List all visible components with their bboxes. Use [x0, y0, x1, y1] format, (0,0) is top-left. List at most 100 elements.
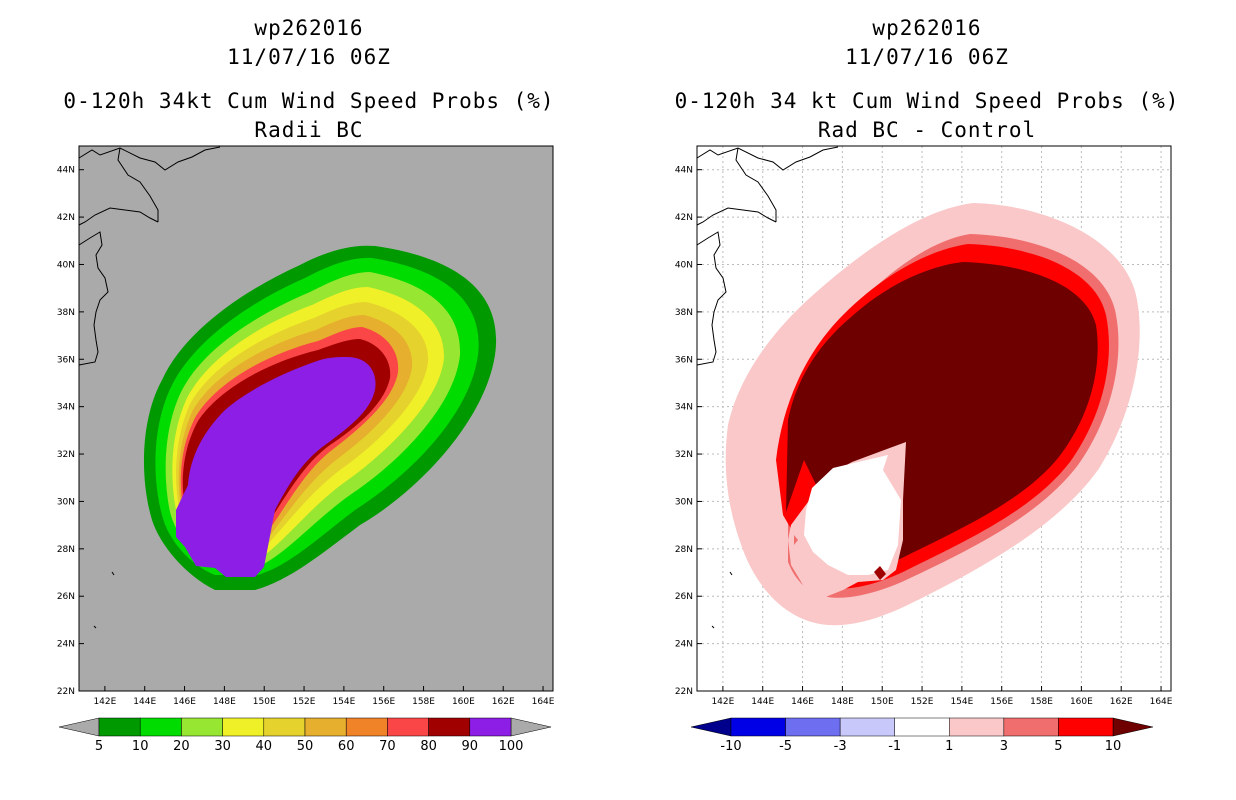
colorbar-above-arrow: [510, 717, 552, 737]
lat-label: 36N: [675, 355, 693, 365]
datetime: 11/07/16 06Z: [845, 45, 1009, 69]
colorbar-below-arrow: [690, 717, 732, 737]
lat-label: 40N: [57, 260, 75, 270]
colorbar-label: -3: [834, 739, 847, 754]
colorbar-swatch: [839, 717, 895, 737]
lon-label: 146E: [791, 697, 814, 707]
lon-label: 162E: [492, 697, 515, 707]
colorbar-swatch: [263, 717, 306, 737]
product-title: 0-120h 34kt Cum Wind Speed Probs (%): [63, 89, 555, 113]
lat-label: 30N: [675, 497, 693, 507]
map-frame: [696, 145, 1172, 692]
colorbar-label: 10: [132, 739, 149, 754]
left-panel: wp262016 11/07/16 06Z 0-120h 34kt Cum Wi…: [57, 16, 555, 754]
colorbar-swatch: [949, 717, 1005, 737]
colorbar: -10 -5 -3 -1 1 3 5 10: [690, 717, 1154, 754]
lat-label: 22N: [57, 687, 75, 697]
colorbar-below-arrow: [58, 717, 100, 737]
colorbar-label: -10: [720, 739, 741, 754]
lon-label: 148E: [213, 697, 236, 707]
colorbar-swatch: [1003, 717, 1059, 737]
lat-label: 26N: [675, 592, 693, 602]
colorbar-label: 40: [256, 739, 273, 754]
lat-label: 32N: [57, 450, 75, 460]
colorbar-label: 10: [1105, 739, 1122, 754]
lat-label: 44N: [57, 166, 75, 176]
lon-label: 142E: [711, 697, 734, 707]
subtitle: Radii BC: [254, 118, 364, 142]
colorbar-swatch: [387, 717, 429, 737]
colorbar-label: 5: [1054, 739, 1062, 754]
datetime: 11/07/16 06Z: [227, 45, 391, 69]
colorbar-label: 60: [338, 739, 355, 754]
colorbar-swatch: [181, 717, 223, 737]
lat-label: 28N: [57, 545, 75, 555]
axis-labels: 44N 42N 40N 38N 36N 34N 32N 30N 28N 26N 24N 22N 142E…: [675, 166, 1173, 707]
lon-label: 164E: [1150, 697, 1173, 707]
right-panel: wp262016 11/07/16 06Z 0-120h 34 kt Cum W…: [618, 0, 1236, 800]
lat-label: 38N: [57, 308, 75, 318]
map-frame: [78, 145, 554, 692]
lat-label: 30N: [57, 497, 75, 507]
coastline: [78, 146, 221, 629]
lon-label: 164E: [532, 697, 555, 707]
lon-label: 152E: [293, 697, 316, 707]
lat-label: 44N: [675, 166, 693, 176]
colorbar-label: 100: [499, 739, 524, 754]
colorbar-label: 90: [462, 739, 479, 754]
colorbar-swatch: [469, 717, 512, 737]
lat-label: 24N: [675, 640, 693, 650]
lon-label: 150E: [871, 697, 894, 707]
map-svg: 44N 42N 40N 38N 36N 34N 32N 30N 28N 26N 24N 22N 142E…: [57, 145, 555, 754]
lon-label: 160E: [452, 697, 475, 707]
storm-id: wp262016: [254, 16, 364, 40]
lat-label: 28N: [675, 545, 693, 555]
colorbar-label: 3: [1000, 739, 1008, 754]
colorbar-label: 1: [945, 739, 953, 754]
colorbar-above-arrow: [1112, 717, 1154, 737]
colorbar-swatch: [345, 717, 388, 737]
colorbar-label: -1: [888, 739, 901, 754]
lat-label: 36N: [57, 355, 75, 365]
lon-label: 162E: [1110, 697, 1133, 707]
colorbar-label: 20: [173, 739, 190, 754]
colorbar-label: -5: [779, 739, 792, 754]
lat-label: 34N: [57, 403, 75, 413]
lat-label: 40N: [675, 260, 693, 270]
lon-label: 144E: [133, 697, 156, 707]
colorbar-swatch: [428, 717, 471, 737]
probability-contours: [143, 245, 497, 590]
colorbar-swatch: [730, 717, 786, 737]
colorbar-swatch: [785, 717, 841, 737]
lon-label: 142E: [93, 697, 116, 707]
colorbar-label: 50: [297, 739, 314, 754]
lat-label: 22N: [675, 687, 693, 697]
lon-label: 148E: [831, 697, 854, 707]
colorbar-swatch: [304, 717, 347, 737]
lon-label: 156E: [372, 697, 395, 707]
lat-label: 24N: [57, 640, 75, 650]
lat-label: 42N: [57, 213, 75, 223]
product-title: 0-120h 34 kt Cum Wind Speed Probs (%): [674, 89, 1180, 113]
lon-label: 156E: [990, 697, 1013, 707]
axis-labels: 44N 42N 40N 38N 36N 34N 32N 30N 28N 26N 24N 22N 142E…: [57, 166, 555, 707]
lon-label: 154E: [950, 697, 973, 707]
lat-label: 26N: [57, 592, 75, 602]
lon-label: 150E: [253, 697, 276, 707]
lon-label: 152E: [911, 697, 934, 707]
colorbar-swatch: [139, 717, 182, 737]
lon-label: 160E: [1070, 697, 1093, 707]
lat-label: 34N: [675, 403, 693, 413]
map-svg: 44N 42N 40N 38N 36N 34N 32N 30N 28N 26N 24N 22N 142E…: [675, 145, 1173, 754]
lon-label: 146E: [173, 697, 196, 707]
colorbar-swatch: [894, 717, 950, 737]
coastline: [696, 146, 839, 629]
storm-id: wp262016: [872, 16, 982, 40]
colorbar-label: 30: [214, 739, 231, 754]
lon-label: 154E: [332, 697, 355, 707]
lon-label: 158E: [412, 697, 435, 707]
colorbar-swatch: [222, 717, 265, 737]
lat-label: 42N: [675, 213, 693, 223]
colorbar-label: 5: [95, 739, 103, 754]
lon-label: 144E: [751, 697, 774, 707]
